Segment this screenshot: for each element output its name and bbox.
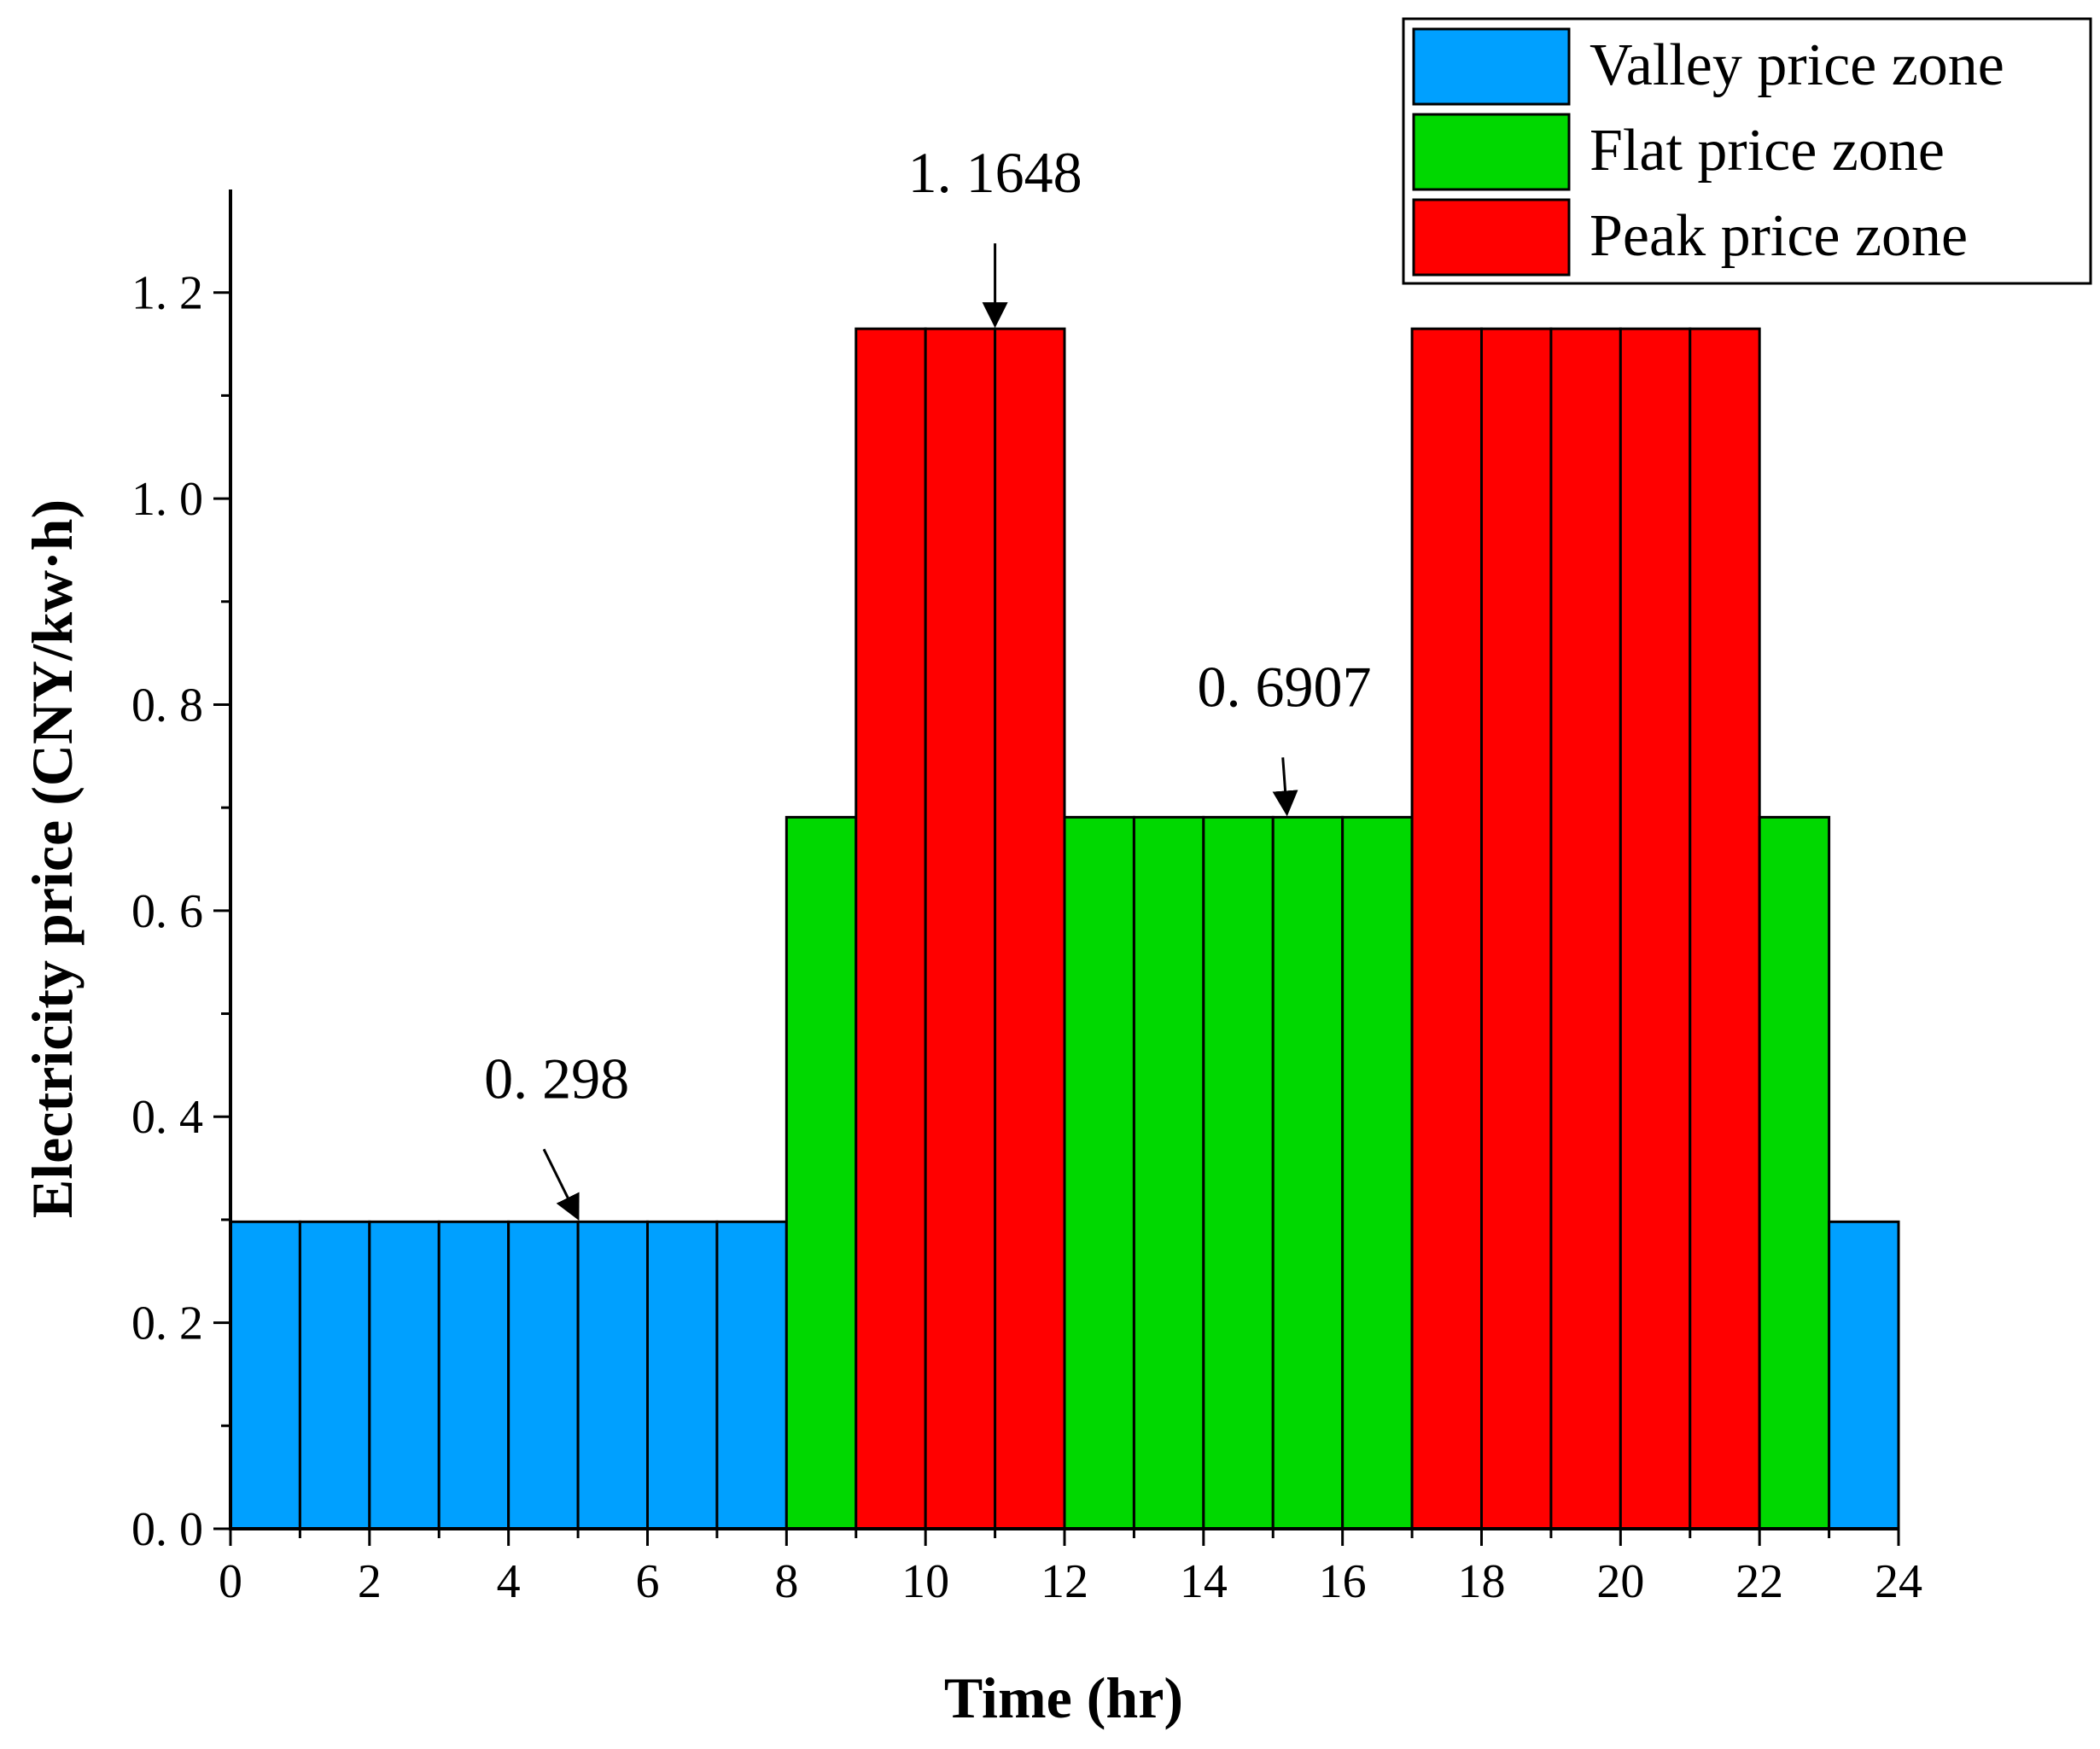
bar-hour-11	[994, 327, 1066, 1530]
x-tick-label: 12	[1041, 1555, 1088, 1608]
legend-swatch-flat	[1412, 113, 1571, 191]
bar-hour-10	[924, 327, 997, 1530]
axes: 0 2 4 6 8 10 12 14 16 18 20 22 240. 00. 20. 40. 60. …	[131, 189, 1922, 1608]
x-tick-label: 10	[901, 1555, 949, 1608]
x-tick-label: 4	[497, 1555, 521, 1608]
legend-label-peak: Peak price zone	[1590, 203, 1968, 269]
y-tick-label: 0. 4	[131, 1091, 203, 1144]
x-tick-label: 6	[636, 1555, 660, 1608]
y-axis-title: Electricity price (CNY/kw·h)	[20, 499, 85, 1218]
x-tick-label: 24	[1875, 1555, 1922, 1608]
bar-hour-7	[715, 1220, 788, 1530]
bar-hour-19	[1549, 327, 1622, 1530]
x-tick-label: 2	[358, 1555, 382, 1608]
x-tick-label: 18	[1458, 1555, 1506, 1608]
legend-swatch-valley	[1412, 27, 1571, 106]
bar-hour-17	[1410, 327, 1484, 1530]
bar-hour-3	[437, 1220, 510, 1530]
x-tick-label: 14	[1180, 1555, 1228, 1608]
bar-hour-18	[1480, 327, 1553, 1530]
bar-hour-2	[368, 1220, 440, 1530]
y-tick-label: 1. 2	[131, 267, 203, 320]
bar-hour-6	[646, 1220, 719, 1530]
bar-hour-4	[507, 1220, 580, 1530]
bar-hour-8	[785, 815, 858, 1530]
x-tick-label: 0	[219, 1555, 242, 1608]
bar-hour-5	[576, 1220, 649, 1530]
y-tick-label: 0. 0	[131, 1503, 203, 1556]
bar-hour-20	[1619, 327, 1692, 1530]
y-tick-label: 0. 8	[131, 679, 203, 732]
bar-hour-12	[1063, 815, 1135, 1530]
annotation-arrow	[542, 1148, 580, 1221]
legend-swatch-peak	[1412, 198, 1571, 277]
x-tick-label: 16	[1319, 1555, 1367, 1608]
bar-hour-1	[298, 1220, 371, 1530]
bar-hour-23	[1828, 1220, 1900, 1530]
bar-hour-15	[1271, 815, 1345, 1530]
x-axis-title: Time (hr)	[944, 1665, 1183, 1730]
bar-group	[229, 327, 1900, 1530]
bar-hour-13	[1132, 815, 1205, 1530]
legend-label-flat: Flat price zone	[1590, 118, 1945, 184]
bar-hour-14	[1202, 815, 1275, 1530]
price-annotation: 1. 1648	[908, 140, 1082, 205]
bar-hour-0	[229, 1220, 301, 1530]
x-tick-label: 20	[1596, 1555, 1644, 1608]
annotations: 0. 298 1. 1648 0. 6907	[484, 140, 1372, 1221]
x-tick-label: 8	[774, 1555, 798, 1608]
legend: Valley price zone Flat price zone Peak pri…	[1402, 17, 2092, 285]
y-tick-label: 0. 2	[131, 1297, 203, 1350]
bar-hour-21	[1689, 327, 1761, 1530]
legend-label-valley: Valley price zone	[1590, 32, 2004, 98]
x-tick-label: 22	[1735, 1555, 1783, 1608]
y-tick-label: 0. 6	[131, 885, 203, 938]
price-annotation: 0. 6907	[1198, 654, 1372, 719]
y-tick-label: 1. 0	[131, 473, 203, 526]
annotation-arrow	[1272, 757, 1298, 817]
bar-hour-16	[1341, 815, 1414, 1530]
price-annotation: 0. 298	[484, 1046, 629, 1111]
bar-hour-22	[1758, 815, 1831, 1530]
bar-hour-9	[855, 327, 927, 1530]
